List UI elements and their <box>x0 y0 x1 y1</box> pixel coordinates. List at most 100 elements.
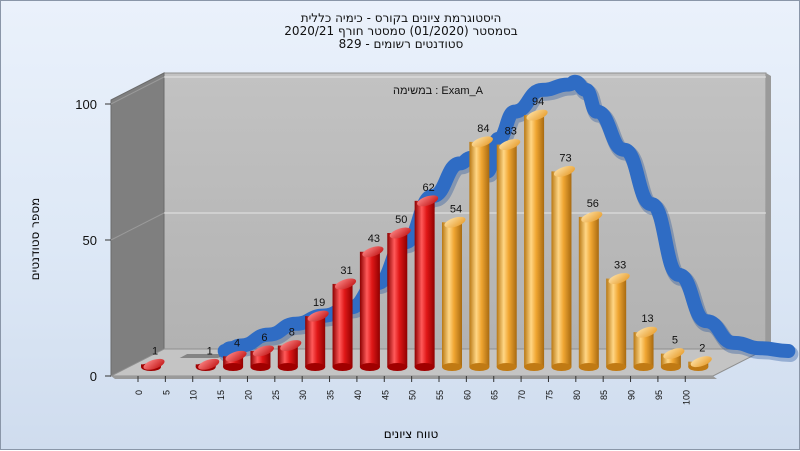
bar-65 <box>496 139 521 371</box>
gridline <box>110 212 165 241</box>
bar-body <box>414 200 435 367</box>
bar-top <box>663 348 685 360</box>
x-tick-label: 50 <box>408 390 418 400</box>
x-tick-label: 35 <box>326 390 336 400</box>
bar-value-label: 33 <box>614 260 626 272</box>
bar-top <box>198 358 220 370</box>
x-tick-label: 85 <box>599 390 609 400</box>
x-tick-label: 80 <box>572 390 582 400</box>
bar-base <box>359 363 380 371</box>
bar-value-label: 13 <box>641 313 653 325</box>
bar-35 <box>332 278 357 371</box>
bar-70 <box>524 109 548 371</box>
y-tick-label: 0 <box>90 369 97 384</box>
bar-40 <box>359 246 384 371</box>
bar-body <box>223 356 244 367</box>
bar-value-label: 2 <box>699 343 705 355</box>
chart-title-line-1: היסטוגרמת ציונים בקורס - כימיה כללית <box>300 11 502 25</box>
left-wall <box>110 72 165 377</box>
y-axis-label: מספר סטודנטים <box>28 197 42 281</box>
bar-value-label: 1 <box>152 345 158 357</box>
x-tick-label: 40 <box>353 390 363 400</box>
bar-body <box>305 316 326 367</box>
bar-base <box>387 363 408 371</box>
bar-80 <box>578 211 603 371</box>
bar-30 <box>305 310 329 371</box>
x-tick-label: 90 <box>627 390 637 400</box>
bar-value-label: 43 <box>368 233 380 245</box>
x-tick-label: 5 <box>161 390 171 395</box>
bar-0 <box>141 358 165 371</box>
x-tick-label: 65 <box>490 390 500 400</box>
bar-55 <box>442 216 466 371</box>
bar-base <box>660 363 681 371</box>
bar-50 <box>414 195 439 371</box>
bar-value-label: 6 <box>261 332 267 344</box>
x-tick-label: 70 <box>517 390 527 400</box>
bar-base <box>250 363 271 371</box>
chart-title-line-2: בסמסטר (01/2020) סמסטר חורף 2020/21 <box>284 24 518 38</box>
bar-top <box>143 358 165 370</box>
bar-value-label: 62 <box>423 182 435 194</box>
bar-value-label: 19 <box>313 297 325 309</box>
bar-body <box>524 115 545 367</box>
bar-value-label: 94 <box>532 96 544 108</box>
bar-base <box>332 363 353 371</box>
bar-95 <box>660 348 685 371</box>
bar-body <box>606 278 627 367</box>
bar-base <box>469 363 490 371</box>
bar-body <box>469 141 490 367</box>
bar-value-label: 54 <box>450 203 462 215</box>
x-tick-label: 95 <box>654 390 664 400</box>
bar-top <box>225 350 247 362</box>
bar-top <box>471 136 493 148</box>
bar-top <box>362 246 384 258</box>
floor-edge <box>111 376 717 379</box>
bar-body <box>277 345 298 367</box>
bar-top <box>608 273 630 285</box>
bar-top <box>252 345 275 357</box>
bar-body <box>332 283 353 367</box>
bar-value-label: 1 <box>207 345 213 357</box>
bar-body <box>442 222 462 367</box>
y-tick-label: 50 <box>83 233 97 248</box>
bar-top <box>280 340 302 352</box>
bar-top <box>581 211 603 223</box>
x-tick-label: 15 <box>216 390 226 400</box>
bar-25 <box>277 340 302 371</box>
x-axis-label: טווח ציונים <box>383 427 439 441</box>
bar-value-label: 73 <box>559 152 571 164</box>
bar-10 <box>195 358 220 371</box>
bar-top <box>526 109 548 121</box>
bar-body <box>578 216 599 367</box>
bar-top <box>417 195 439 207</box>
bar-base <box>551 363 572 371</box>
bar-45 <box>387 227 411 371</box>
bar-60 <box>469 136 493 371</box>
x-tick-label: 25 <box>271 390 281 400</box>
x-tick-label: 60 <box>462 390 472 400</box>
bar-value-label: 8 <box>289 327 295 339</box>
bar-body <box>359 251 380 367</box>
bar-15 <box>223 350 247 371</box>
bar-body <box>551 171 572 367</box>
bar-85 <box>606 273 630 371</box>
x-tick-label: 75 <box>544 390 554 400</box>
gridline <box>110 76 165 105</box>
bar-body <box>387 233 408 367</box>
x-tick-label: 30 <box>298 390 308 400</box>
bar-base <box>578 363 599 371</box>
bar-base <box>277 363 298 371</box>
bar-top <box>307 310 329 322</box>
bar-base <box>305 363 326 371</box>
bar-base <box>633 363 654 371</box>
back-wall-edge <box>766 73 771 352</box>
bar-base <box>223 363 244 371</box>
bar-body <box>633 332 654 367</box>
bar-value-label: 56 <box>587 198 599 210</box>
y-tick-label: 100 <box>75 97 97 112</box>
x-tick-label: 20 <box>243 390 253 400</box>
bar-90 <box>633 326 658 371</box>
